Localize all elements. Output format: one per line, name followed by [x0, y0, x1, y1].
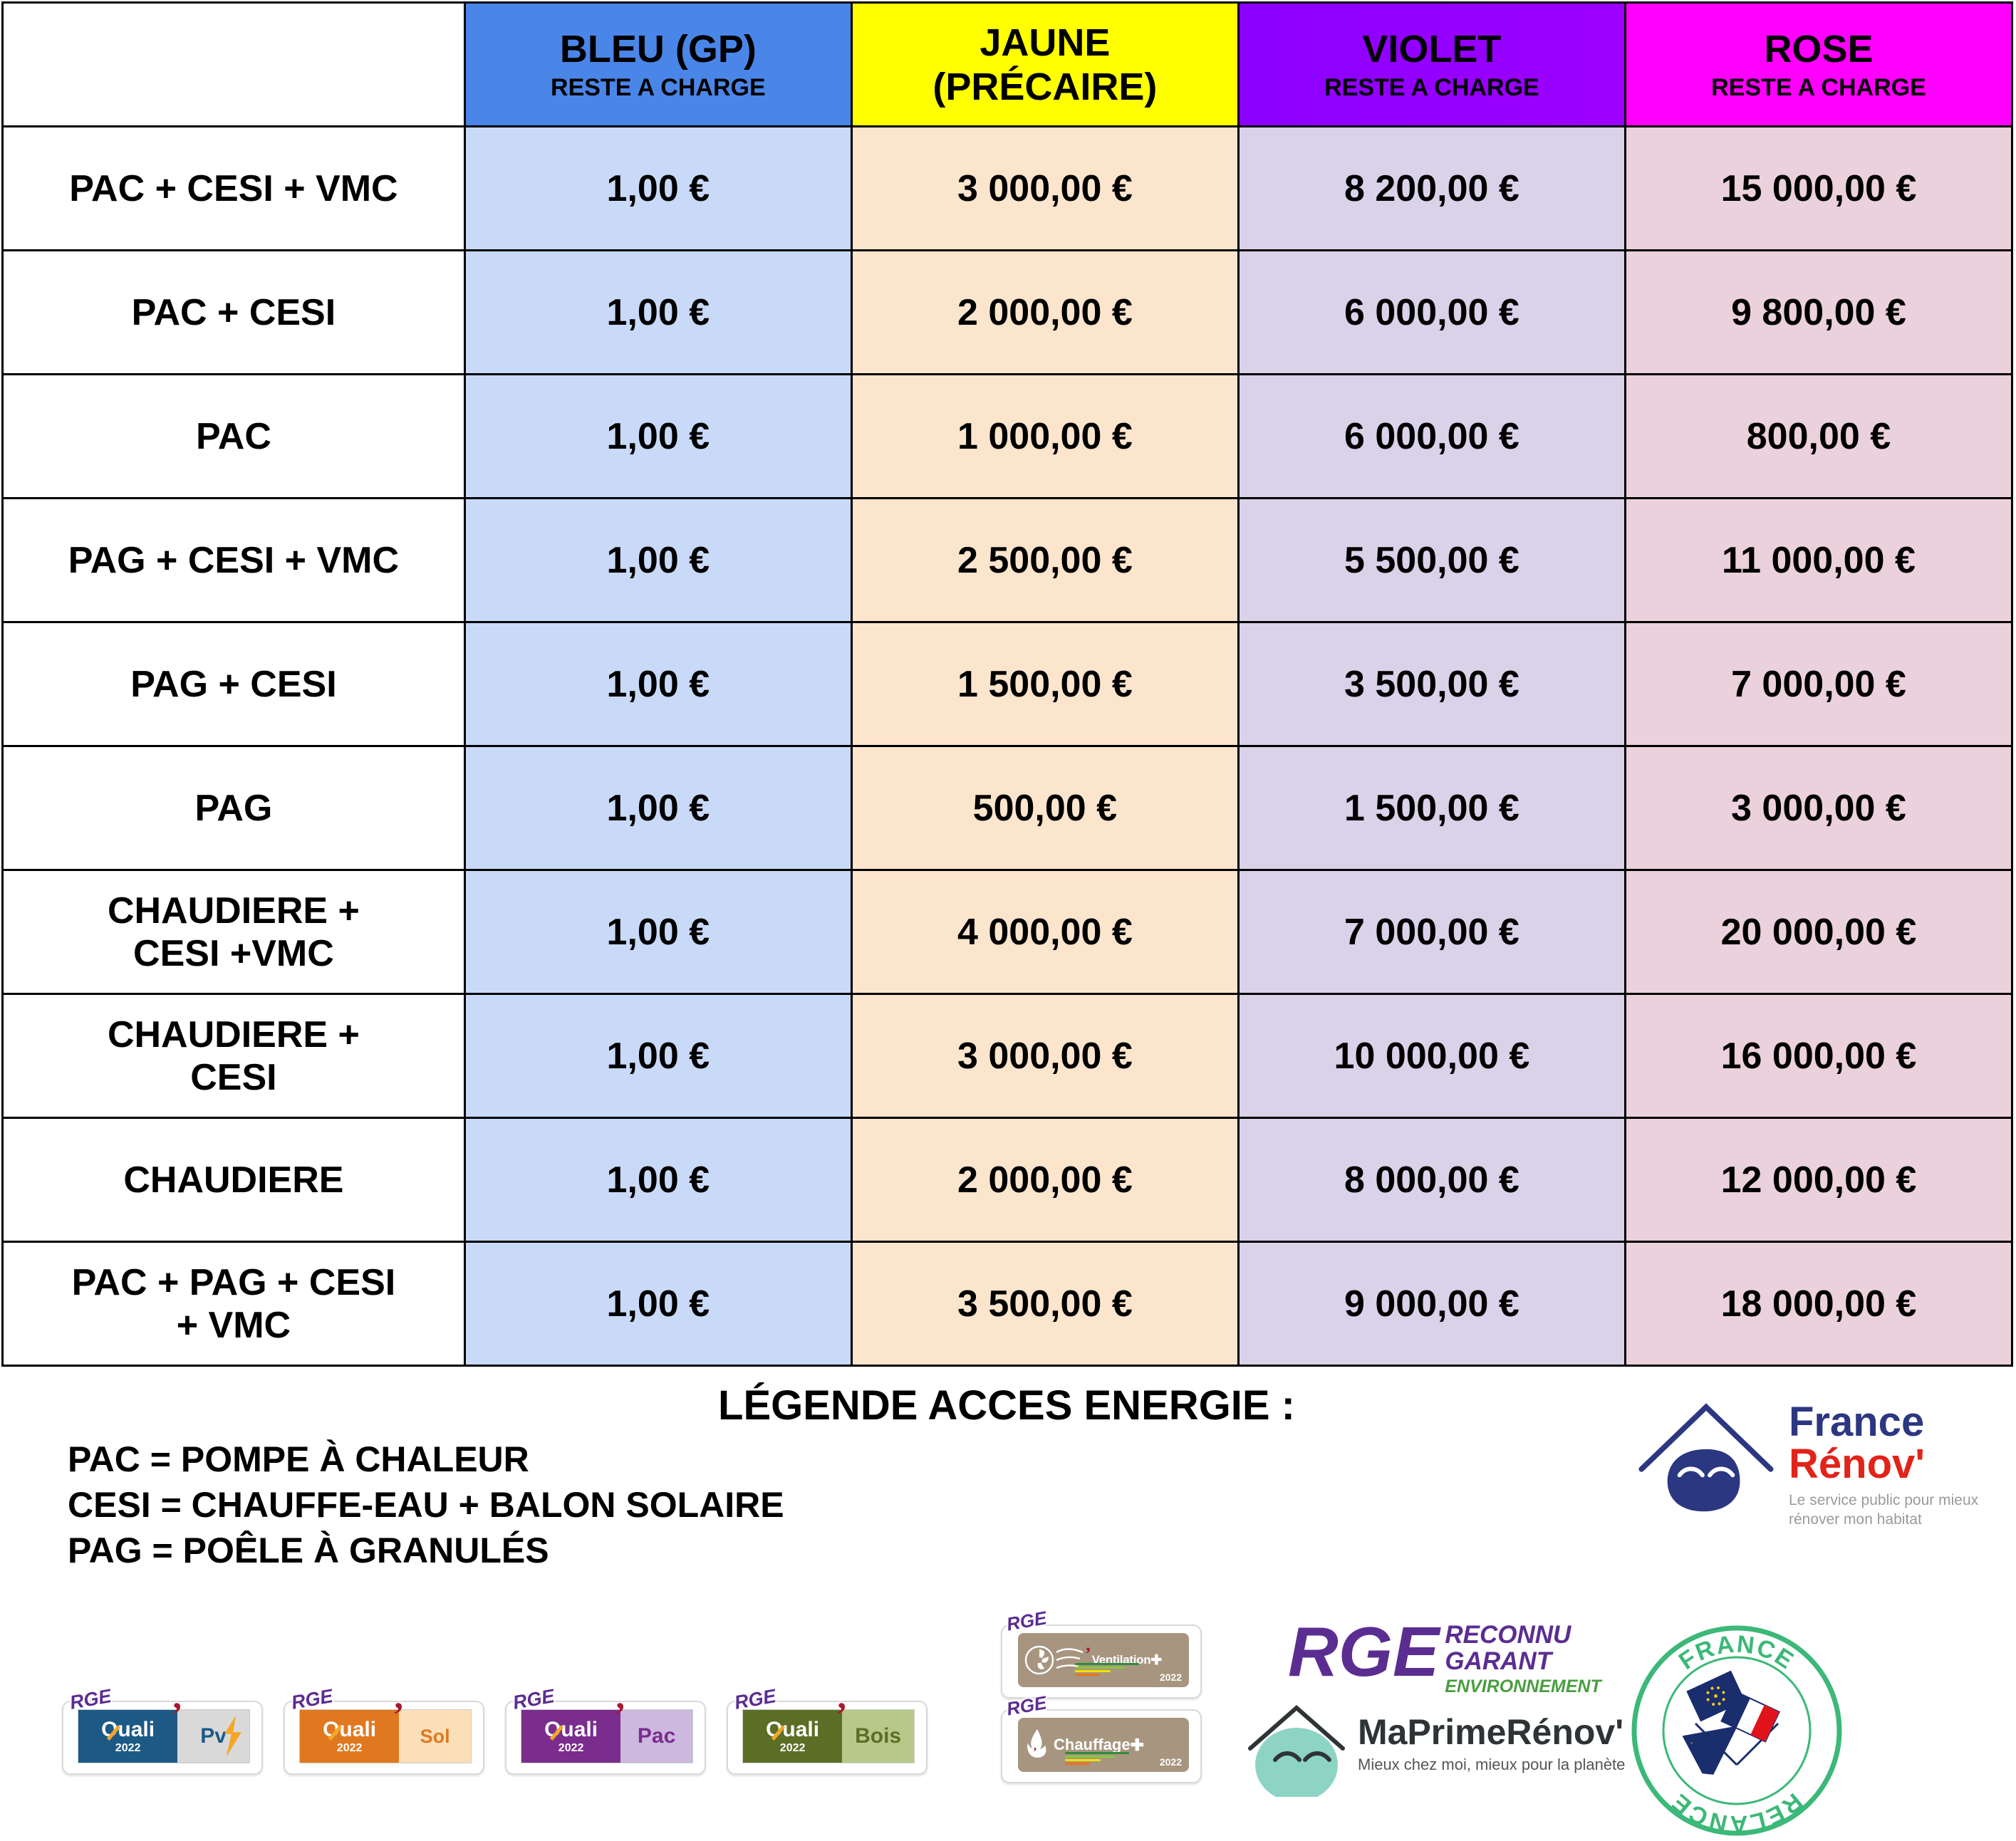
svg-text:’: ’: [1033, 1745, 1037, 1758]
svg-text:RELANCE: RELANCE: [1666, 1788, 1807, 1837]
